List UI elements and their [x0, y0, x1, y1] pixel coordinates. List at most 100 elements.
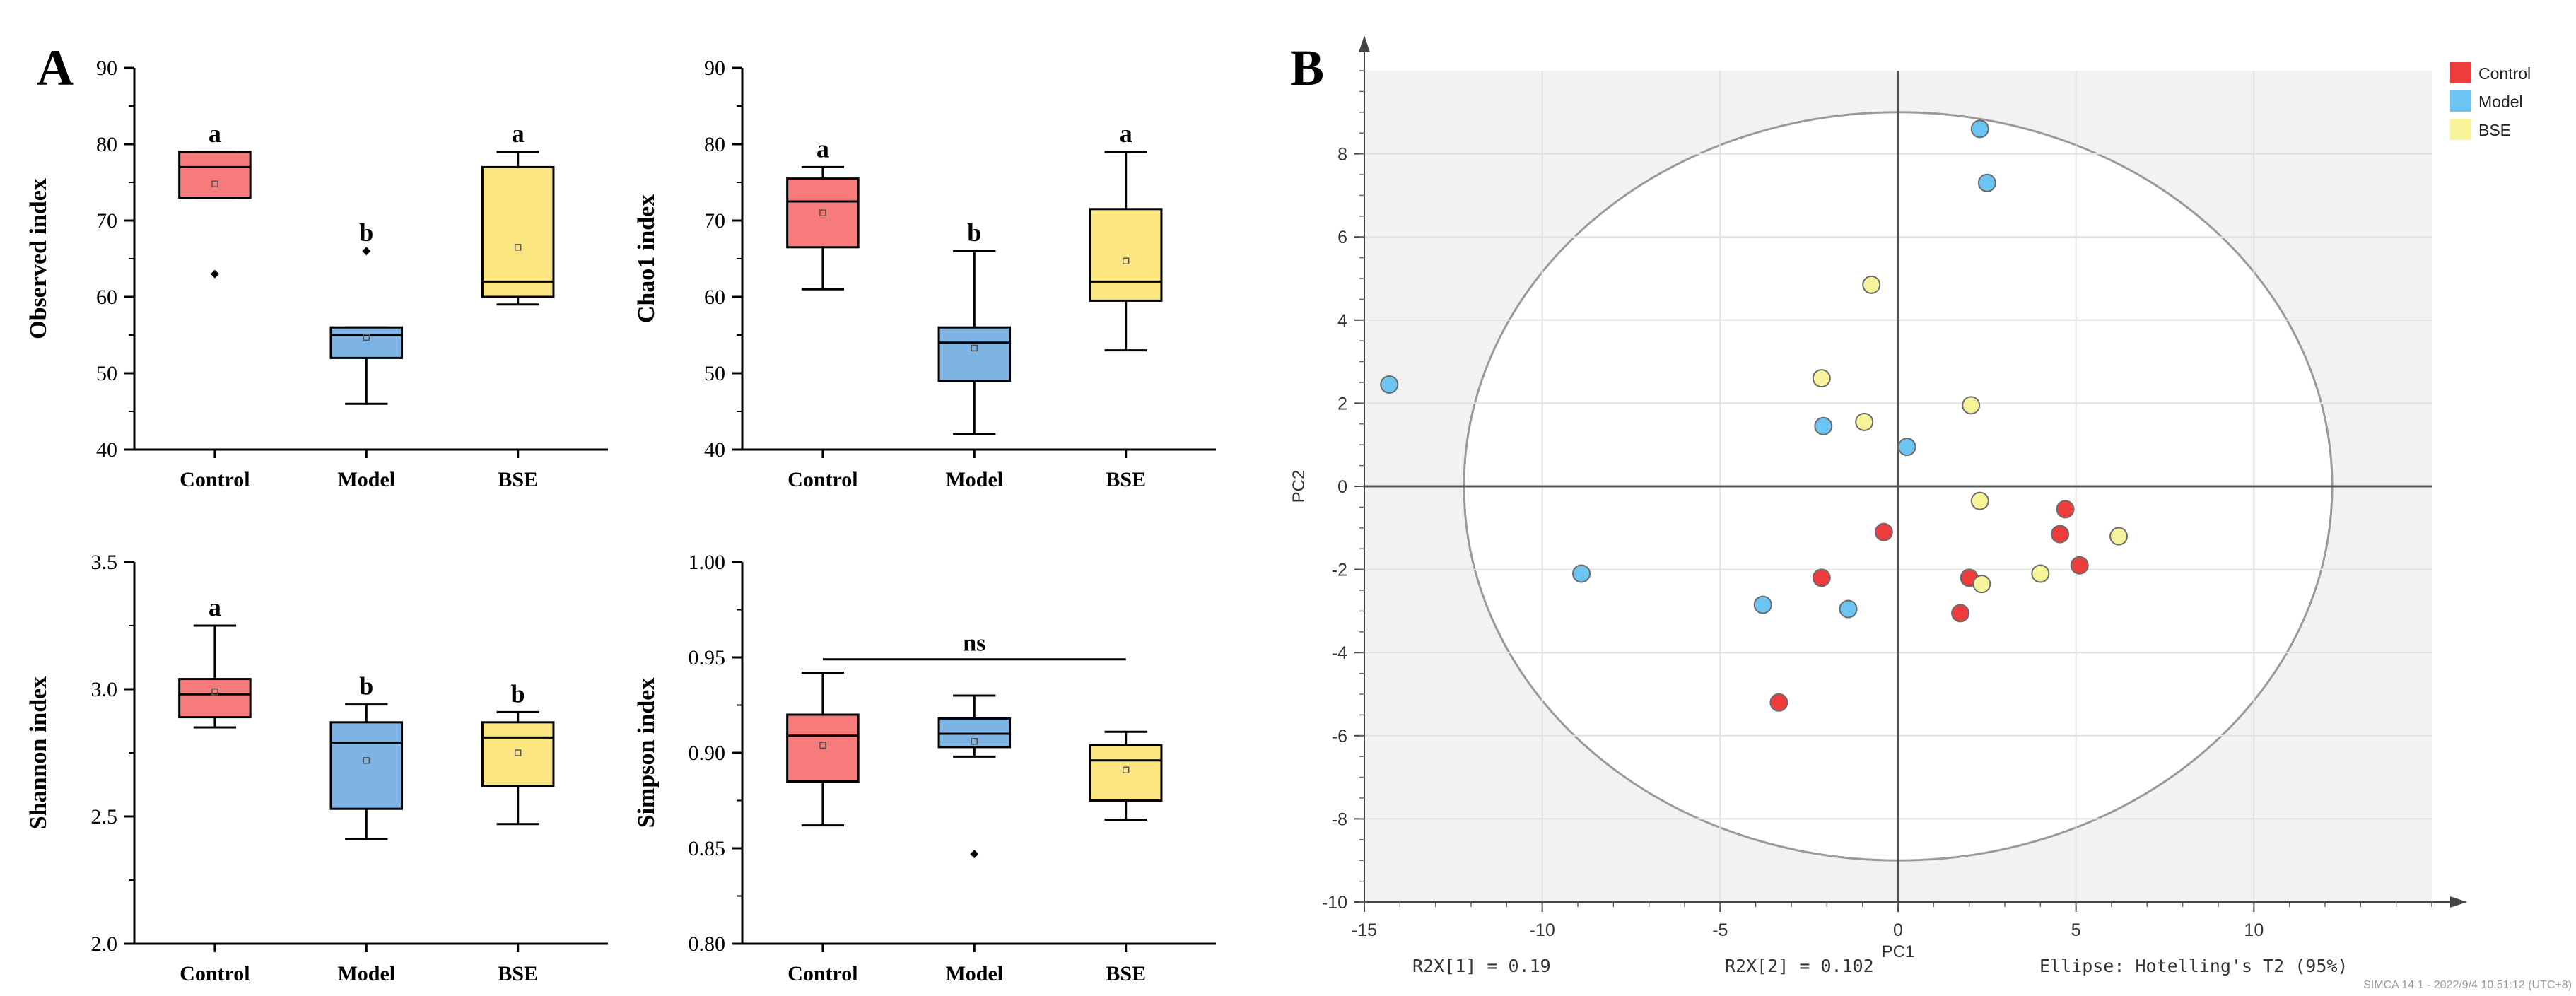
x-tick-label: Control — [180, 962, 250, 985]
y-axis-label: PC2 — [1289, 470, 1309, 503]
legend-label-model: Model — [2478, 93, 2523, 111]
bse-mean-marker — [1122, 766, 1130, 774]
model-sample-point — [1970, 119, 1989, 139]
bse-box — [481, 165, 555, 298]
y-tick-label: 3.5 — [91, 551, 118, 574]
model-sample-point — [1839, 599, 1858, 619]
y-tick-label: 80 — [96, 133, 117, 156]
y-axis-label: Chao1 index — [633, 194, 660, 323]
model-significance-letter: b — [359, 672, 373, 701]
bse-box — [481, 721, 555, 787]
bse-sample-point — [1812, 369, 1831, 388]
y-tick-label: 90 — [704, 57, 725, 80]
control-mean-marker — [819, 209, 826, 216]
r2x1-label: R2X[1] = 0.19 — [1412, 956, 1551, 976]
legend-label-bse: BSE — [2478, 121, 2511, 139]
x-tick-label: -5 — [1712, 920, 1728, 940]
bse-sample-point — [1970, 491, 1989, 510]
control-box — [178, 678, 252, 719]
y-tick-label: 1.00 — [689, 551, 726, 574]
bse-significance-letter: b — [511, 679, 525, 708]
model-significance-letter: b — [359, 218, 373, 247]
y-tick-label: 0.80 — [689, 932, 726, 956]
y-tick-label: 40 — [704, 438, 725, 462]
control-mean-marker — [819, 742, 826, 749]
bse-box — [1089, 744, 1163, 802]
y-tick-label: 2.5 — [91, 805, 118, 828]
observed-index-boxplot: 40 50 60 70 80 90 Observed index Control Model BS… — [25, 57, 608, 491]
y-tick-label: 6 — [1337, 228, 1347, 247]
control-sample-point — [1812, 568, 1831, 587]
bse-sample-point — [1862, 275, 1881, 294]
y-tick-label: 60 — [704, 286, 725, 309]
model-mean-marker — [363, 334, 370, 341]
control-sample-point — [1951, 604, 1970, 623]
y-axis-label: Observed index — [25, 178, 52, 339]
x-tick-label: Model — [945, 468, 1003, 491]
x-tick-label: 10 — [2244, 920, 2264, 940]
x-axis-label: PC1 — [1882, 942, 1915, 961]
y-tick-label: 80 — [704, 133, 725, 156]
bse-sample-point — [2109, 527, 2129, 546]
model-box — [937, 326, 1012, 382]
pca-score-plot: -15 -10 -5 0 5 10-10-8-6-4-202468PC1PC2Contro… — [1289, 35, 2572, 991]
y-tick-label: 70 — [704, 209, 725, 233]
model-sample-point — [1897, 438, 1916, 457]
control-outlier-point — [210, 269, 219, 279]
legend-label-control: Control — [2478, 64, 2531, 83]
model-outlier-point — [970, 850, 979, 859]
bse-box — [1089, 208, 1163, 302]
model-mean-marker — [971, 738, 978, 745]
simpson-index-boxplot: 0.80 0.85 0.90 0.95 1.00 Simpson index Control… — [633, 551, 1216, 985]
bse-significance-letter: a — [1120, 119, 1132, 148]
x-tick-label: Model — [337, 962, 395, 985]
legend-swatch-bse — [2450, 119, 2471, 140]
y-tick-label: 70 — [96, 209, 117, 233]
y-tick-label: 0.90 — [689, 742, 726, 765]
control-sample-point — [2056, 500, 2075, 519]
model-outlier-point — [362, 247, 371, 256]
y-tick-label: 3.0 — [91, 678, 118, 701]
bse-mean-marker — [514, 244, 522, 251]
y-tick-label: -6 — [1332, 727, 1347, 746]
x-tick-label: -10 — [1530, 920, 1555, 940]
y-tick-label: 2.0 — [91, 932, 118, 956]
bse-mean-marker — [514, 749, 522, 756]
control-sample-point — [1769, 693, 1788, 712]
y-tick-label: 0.85 — [689, 837, 726, 860]
x-tick-label: BSE — [498, 962, 538, 985]
y-tick-label: 60 — [96, 286, 117, 309]
control-mean-marker — [211, 180, 218, 187]
control-sample-point — [2051, 525, 2070, 544]
panel-label-a: A — [37, 40, 74, 96]
x-tick-label: -15 — [1352, 920, 1377, 940]
model-sample-point — [1572, 564, 1591, 583]
x-tick-label: BSE — [1106, 468, 1146, 491]
y-axis-label: Simpson index — [633, 678, 660, 828]
x-tick-label: Control — [788, 962, 857, 985]
x-tick-label: Model — [945, 962, 1003, 985]
y-tick-label: 50 — [96, 362, 117, 385]
y-tick-label: -4 — [1332, 643, 1347, 663]
y-tick-label: 2 — [1337, 394, 1347, 414]
shannon-index-boxplot: 2.0 2.5 3.0 3.5 Shannon index Control Model BSE… — [25, 551, 608, 985]
control-mean-marker — [211, 688, 218, 696]
model-mean-marker — [971, 344, 978, 352]
r2x2-label: R2X[2] = 0.102 — [1725, 956, 1874, 976]
significance-label-ns: ns — [963, 631, 985, 657]
y-tick-label: 0.95 — [689, 646, 726, 669]
software-stamp: SIMCA 14.1 - 2022/9/4 10:51:12 (UTC+8) — [2363, 979, 2572, 991]
ellipse-note: Ellipse: Hotelling's T2 (95%) — [2039, 956, 2348, 976]
legend-swatch-control — [2450, 62, 2471, 83]
bse-sample-point — [1962, 396, 1981, 415]
x-tick-label: Control — [180, 468, 250, 491]
y-tick-label: 0 — [1337, 477, 1347, 497]
bse-sample-point — [2031, 564, 2050, 583]
y-tick-label: 90 — [96, 57, 117, 80]
y-axis-label: Shannon index — [25, 676, 52, 829]
y-tick-label: 50 — [704, 362, 725, 385]
model-sample-point — [1380, 375, 1399, 394]
bse-mean-marker — [1122, 257, 1130, 264]
x-tick-label: 5 — [2071, 920, 2081, 940]
